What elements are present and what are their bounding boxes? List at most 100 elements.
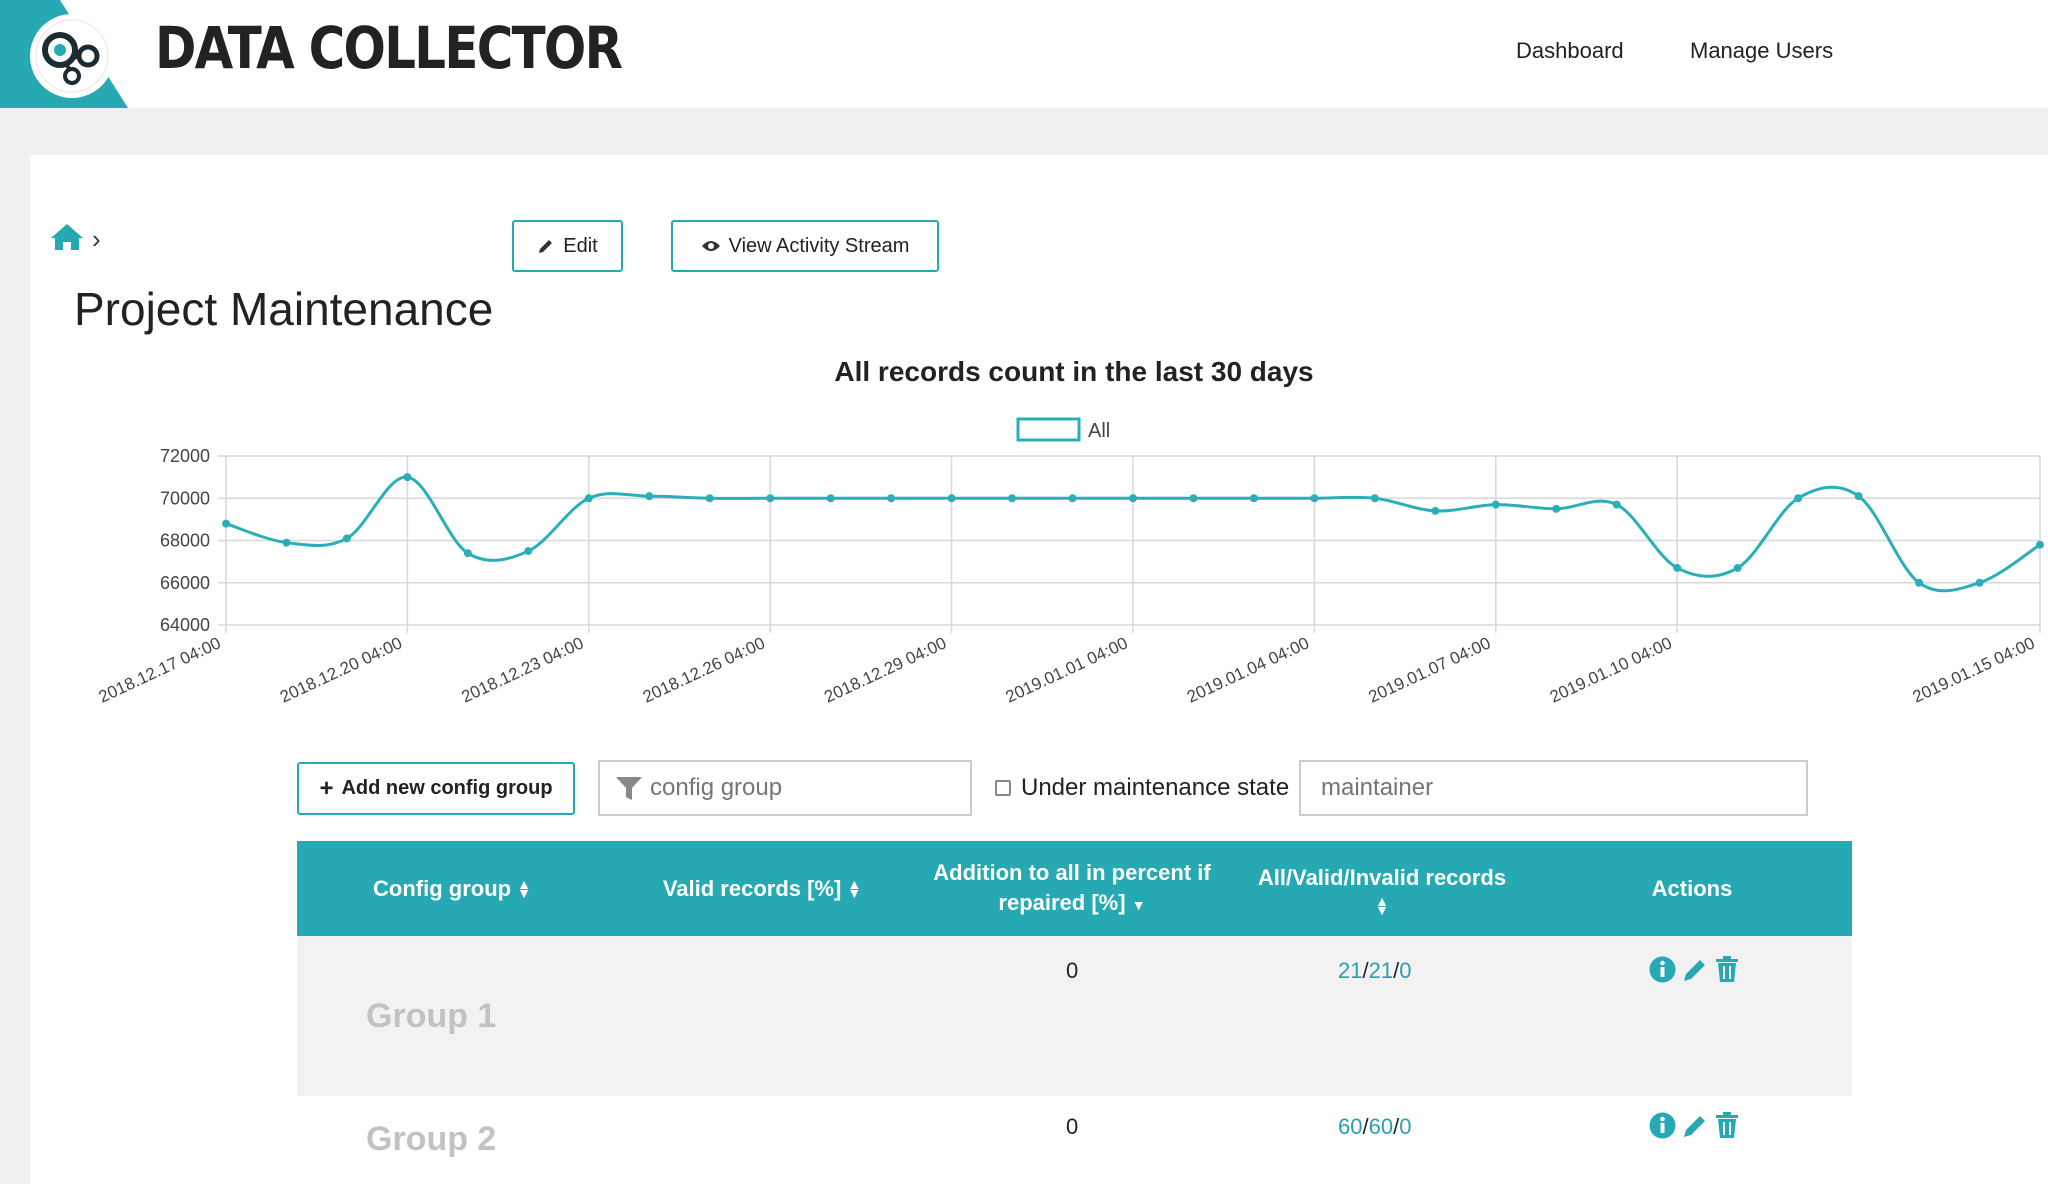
column-actions-label: Actions — [1651, 875, 1733, 901]
sort-both-icon: ▲ ▼ — [1375, 892, 1389, 918]
y-tick-label: 72000 — [160, 446, 210, 466]
logo[interactable] — [0, 0, 130, 108]
data-point — [524, 547, 533, 556]
nav-dashboard[interactable]: Dashboard — [1516, 38, 1624, 63]
data-point — [887, 494, 896, 503]
records-counts: 21/21/0 — [1338, 958, 1412, 983]
edit-button[interactable]: Edit — [512, 220, 623, 272]
logo-icon — [0, 0, 128, 108]
data-point — [1552, 504, 1561, 513]
data-point — [1008, 494, 1017, 503]
add-config-group-label: Add new config group — [341, 777, 553, 799]
column-all-valid-invalid[interactable]: All/Valid/Invalid records ▲ ▼ — [1227, 841, 1537, 936]
data-point — [705, 494, 714, 503]
column-valid-records[interactable]: Valid records [%] ▲ ▼ — [607, 841, 917, 936]
data-point — [403, 473, 412, 482]
x-tick-label: 2018.12.23 04:00 — [459, 633, 587, 706]
addition-value: 0 — [1066, 958, 1079, 983]
data-point — [1249, 494, 1258, 503]
group-name: Group 2 — [366, 1120, 497, 1158]
maintenance-checkbox[interactable] — [995, 780, 1011, 796]
x-tick-label: 2018.12.29 04:00 — [821, 633, 949, 706]
data-point — [826, 494, 835, 503]
chart-title: All records count in the last 30 days — [834, 356, 1314, 387]
records-line-chart: 72000 70000 68000 66000 64000 2018.12.17 04:… — [96, 417, 2044, 707]
x-tick-label: 2019.01.10 04:00 — [1547, 633, 1675, 706]
maintainer-input[interactable] — [1319, 773, 1793, 803]
trash-icon[interactable] — [1715, 1112, 1739, 1139]
view-activity-stream-label: View Activity Stream — [728, 234, 910, 257]
data-point — [1854, 492, 1863, 501]
data-point — [1310, 494, 1319, 503]
data-point — [1129, 494, 1137, 503]
maintenance-state-toggle[interactable]: Under maintenance state — [995, 760, 1289, 816]
nav-manage-users[interactable]: Manage Users — [1690, 38, 1834, 63]
column-valid-records-label: Valid records [%] — [662, 875, 842, 901]
all-records-link[interactable]: 21 — [1338, 958, 1363, 983]
maintenance-label: Under maintenance state — [1021, 774, 1290, 801]
pencil-icon[interactable] — [1682, 1112, 1709, 1139]
x-tick-label: 2018.12.20 04:00 — [277, 633, 405, 706]
data-point — [1975, 578, 1984, 587]
data-point — [947, 494, 956, 503]
add-config-group-button[interactable]: + Add new config group — [297, 762, 575, 815]
data-point — [282, 538, 291, 547]
column-config-group[interactable]: Config group ▲ ▼ — [297, 841, 607, 936]
invalid-records-link[interactable]: 0 — [1399, 958, 1412, 983]
edit-button-label: Edit — [563, 234, 598, 257]
data-point — [1673, 563, 1682, 572]
filter-icon — [616, 777, 642, 800]
config-group-filter[interactable] — [598, 760, 972, 816]
breadcrumb-separator: › — [92, 224, 101, 254]
config-group-input[interactable] — [648, 773, 952, 803]
row-actions — [1649, 1112, 1739, 1139]
y-tick-label: 70000 — [160, 488, 210, 508]
data-point — [1794, 494, 1803, 503]
group-name: Group 1 — [366, 997, 497, 1035]
trash-icon[interactable] — [1715, 956, 1739, 983]
table-row: Group 2 0 60/60/0 — [297, 1096, 1852, 1184]
x-tick-label: 2018.12.26 04:00 — [640, 633, 768, 706]
x-tick-label: 2019.01.07 04:00 — [1366, 633, 1494, 706]
plus-icon: + — [319, 774, 334, 802]
data-point — [1612, 500, 1621, 509]
valid-records-link[interactable]: 21 — [1368, 958, 1394, 983]
column-addition-percent[interactable]: Addition to all in percent if repaired [… — [917, 841, 1227, 936]
view-activity-stream-button[interactable]: View Activity Stream — [671, 220, 939, 272]
row-actions — [1649, 956, 1739, 983]
maintainer-filter[interactable] — [1299, 760, 1808, 816]
data-point — [342, 534, 351, 543]
data-point — [1189, 494, 1198, 503]
data-point — [222, 519, 230, 528]
data-point — [584, 494, 593, 503]
y-tick-label: 66000 — [160, 573, 210, 593]
legend-label: All — [1088, 420, 1110, 442]
data-point — [463, 549, 472, 558]
records-counts: 60/60/0 — [1338, 1114, 1412, 1139]
pencil-icon[interactable] — [1682, 956, 1709, 983]
page-title: Project Maintenance — [74, 283, 494, 335]
eye-icon — [701, 241, 720, 251]
info-icon[interactable] — [1649, 1112, 1676, 1139]
invalid-records-link[interactable]: 0 — [1399, 1114, 1412, 1139]
table-header: Config group ▲ ▼ Valid records [%] ▲ ▼ Add… — [297, 841, 1852, 936]
x-tick-label: 2019.01.04 04:00 — [1184, 633, 1312, 706]
data-point — [766, 494, 775, 503]
all-records-link[interactable]: 60 — [1338, 1114, 1363, 1139]
data-point — [1068, 494, 1077, 503]
addition-value: 0 — [1066, 1114, 1079, 1139]
x-tick-label: 2019.01.15 04:00 — [1910, 633, 2038, 706]
table-row: Group 1 0 21/21/0 — [297, 936, 1852, 1096]
data-point — [1431, 506, 1440, 515]
data-point — [1491, 500, 1500, 509]
info-icon[interactable] — [1649, 956, 1676, 983]
y-tick-label: 68000 — [160, 531, 210, 551]
valid-records-link[interactable]: 60 — [1368, 1114, 1394, 1139]
sort-both-icon: ▲ ▼ — [847, 875, 862, 901]
column-config-group-label: Config group — [373, 875, 512, 901]
brand-title: DATA COLLECTOR — [155, 14, 623, 82]
x-tick-label: 2019.01.01 04:00 — [1003, 633, 1131, 706]
top-header: DATA COLLECTOR Dashboard Manage Users — [0, 0, 2048, 108]
home-icon[interactable] — [50, 222, 84, 252]
legend-swatch — [1016, 417, 1081, 442]
